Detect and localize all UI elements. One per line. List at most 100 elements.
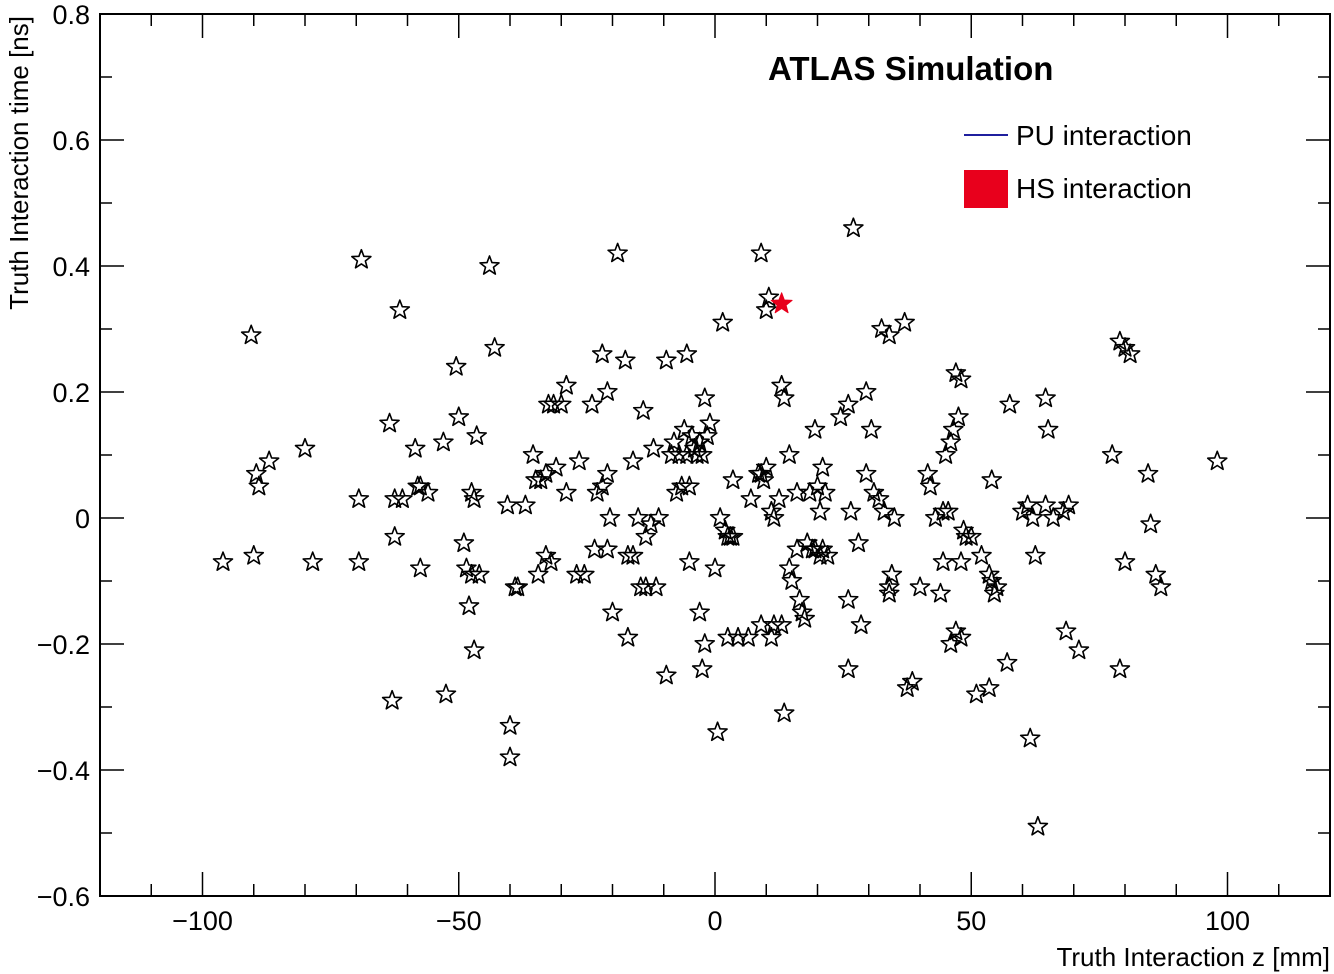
pu-interaction-point (607, 242, 628, 263)
x-tick-label: 100 (1205, 906, 1250, 936)
pu-interaction-point (515, 494, 536, 515)
pu-interaction-point (1022, 507, 1044, 527)
pu-interaction-point (1145, 563, 1167, 584)
pu-interaction-point (881, 563, 903, 584)
pu-interaction-point (996, 652, 1018, 672)
pu-interaction-point (750, 242, 772, 263)
pu-interaction-point (761, 626, 782, 647)
pu-interaction-point (597, 381, 618, 401)
pu-interaction-point (568, 450, 590, 471)
pu-interaction-point (1025, 545, 1046, 565)
pu-interaction-point (648, 507, 669, 527)
pu-interaction-point (786, 538, 808, 559)
pu-interaction-point (932, 551, 954, 571)
pu-interaction-point (909, 576, 931, 597)
pu-interaction-point (771, 374, 792, 395)
pu-interaction-point (417, 482, 439, 502)
pu-interaction-point (527, 563, 549, 584)
pu-interaction-point (863, 482, 885, 502)
pu-interaction-point (779, 557, 800, 578)
pu-interaction-point (804, 419, 826, 439)
pu-interaction-point (461, 563, 482, 584)
pu-interaction-point (663, 431, 685, 452)
pu-interaction-point (935, 444, 956, 464)
pu-interaction-point (1114, 551, 1136, 571)
pu-interaction-point (435, 683, 457, 704)
pu-interaction-point (837, 658, 859, 679)
pu-interaction-point (461, 482, 482, 502)
pu-interaction-point (497, 494, 518, 515)
pu-interaction-point (812, 538, 833, 559)
pu-interaction-point (615, 349, 636, 370)
pu-interaction-point (978, 677, 1000, 697)
pu-interaction-point (1019, 727, 1041, 748)
pu-interaction-point (676, 343, 698, 364)
pu-interaction-point (812, 456, 833, 477)
pu-interaction-point (679, 551, 700, 571)
pu-interaction-point (1109, 658, 1131, 679)
y-axis-title: Truth Interaction time [ns] (4, 16, 34, 310)
pu-interaction-point (433, 431, 454, 452)
pu-interaction-point (940, 431, 962, 452)
pu-interaction-point (894, 311, 915, 332)
y-tick-label: 0.6 (52, 126, 90, 156)
pu-interaction-point (248, 475, 270, 496)
pu-interaction-point (453, 532, 475, 553)
pu-interaction-point (971, 545, 992, 565)
pu-interaction-point (966, 683, 987, 704)
pu-interaction-point (722, 526, 744, 546)
pu-interaction-point (809, 500, 831, 521)
x-tick-label: −100 (172, 906, 233, 936)
pu-interaction-point (753, 469, 774, 490)
pu-interaction-point (479, 255, 500, 275)
pu-interaction-point (1037, 419, 1059, 439)
pu-interaction-point (566, 563, 587, 584)
pu-interaction-point (981, 570, 1003, 590)
pu-interaction-point (458, 595, 480, 616)
pu-interaction-point (671, 475, 692, 496)
experiment-label: ATLAS Simulation (768, 50, 1053, 87)
pu-interaction-point (919, 475, 941, 496)
pu-interaction-point (855, 463, 877, 483)
pu-interaction-point (499, 715, 521, 735)
y-tick-label: 0 (75, 504, 90, 534)
pu-interaction-point (773, 702, 795, 723)
pu-interaction-point (930, 582, 951, 603)
pu-interaction-point (950, 551, 972, 571)
pu-interaction-point (643, 437, 664, 458)
pu-interaction-point (817, 545, 839, 565)
pu-interaction-point (246, 463, 267, 483)
pu-interaction-point (1140, 513, 1161, 534)
pu-interaction-point (294, 437, 316, 458)
pu-interaction-point (456, 557, 477, 578)
legend-hs-box-icon (964, 170, 1008, 208)
pu-interaction-point (381, 689, 403, 710)
pu-interaction-point (1206, 450, 1228, 471)
pu-interaction-point (212, 551, 234, 571)
pu-interaction-point (622, 450, 644, 471)
pu-interaction-point (794, 608, 815, 628)
pu-interaction-point (597, 463, 618, 483)
pu-interaction-point (750, 463, 772, 483)
pu-interaction-point (1042, 507, 1064, 527)
pu-interaction-point (1035, 494, 1056, 515)
y-tick-label: −0.4 (37, 756, 90, 786)
pu-interaction-point (814, 482, 836, 502)
pu-interaction-point (1017, 494, 1038, 515)
pu-interaction-point (550, 393, 572, 414)
x-tick-label: 50 (956, 906, 986, 936)
pu-interaction-point (1053, 500, 1074, 521)
pu-interaction-point (925, 507, 946, 527)
pu-interaction-point (940, 633, 962, 653)
pu-interaction-point (668, 444, 690, 464)
pu-interaction-point (622, 545, 644, 565)
pu-interaction-point (878, 576, 900, 597)
pu-interaction-point (574, 563, 595, 584)
pu-interaction-point (499, 746, 521, 767)
y-tick-label: −0.6 (37, 882, 90, 912)
pu-interaction-point (981, 469, 1003, 490)
x-axis-title: Truth Interaction z [mm] (1056, 942, 1330, 972)
pu-interaction-point (348, 551, 370, 571)
pu-interaction-point (830, 406, 851, 427)
pu-interaction-point (763, 614, 785, 634)
